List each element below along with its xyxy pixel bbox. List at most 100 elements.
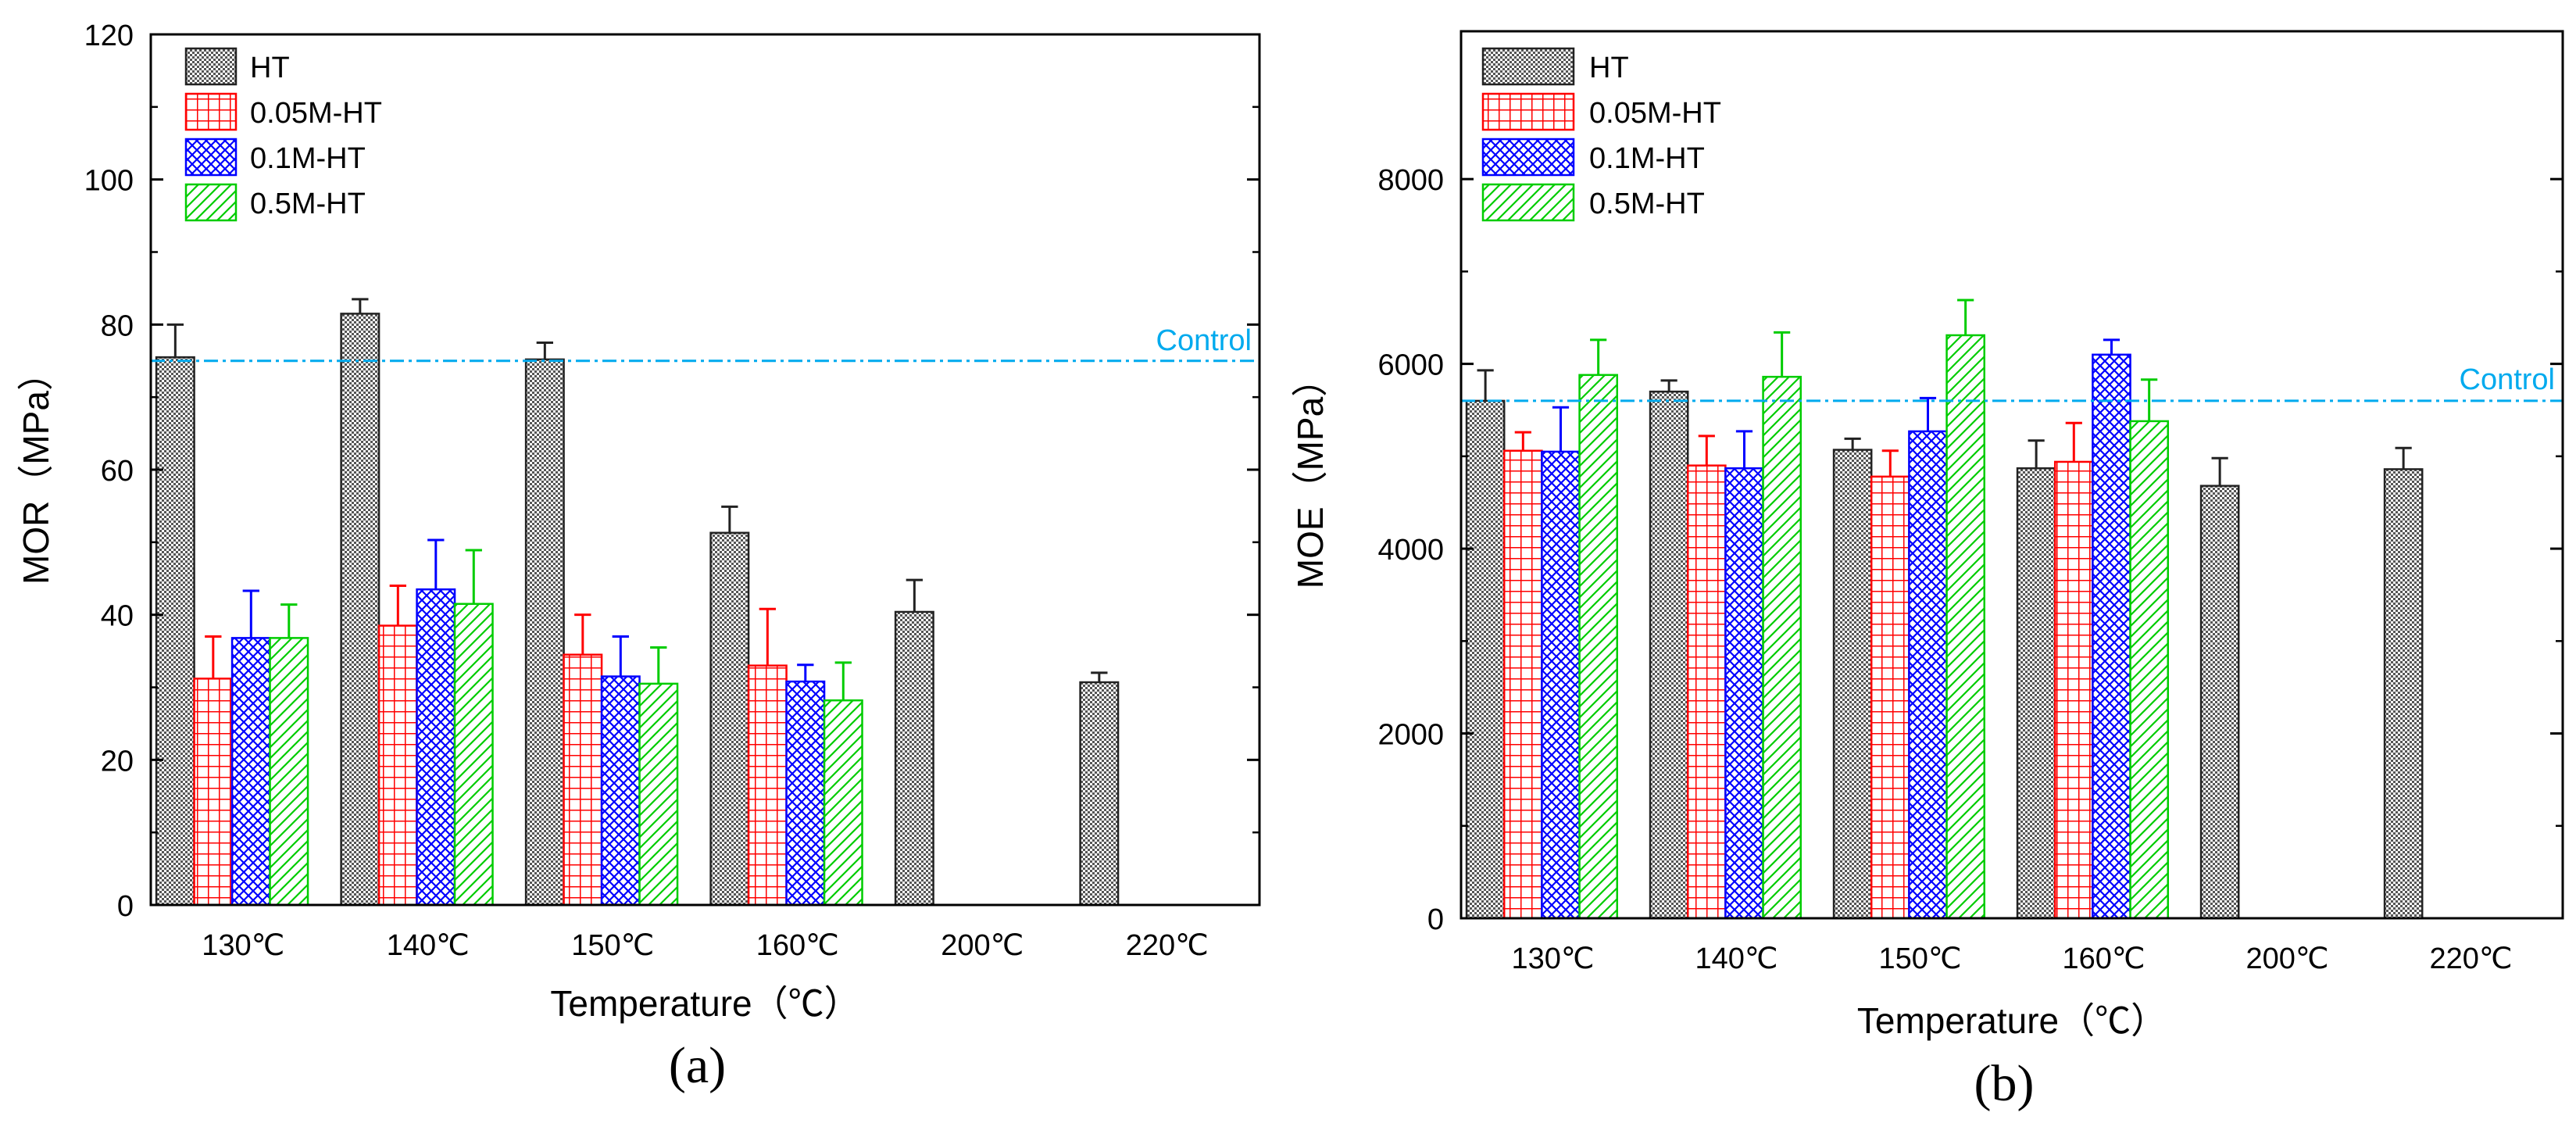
panel-a-control-label: Control — [1156, 324, 1252, 357]
panel-b-x-axis-label: Temperature（℃） — [1857, 1000, 2167, 1041]
error-bar-05m-1 — [465, 549, 482, 604]
panel-a-legend-swatch-05m — [184, 183, 238, 222]
panel-a-legend-label-ht: HT — [250, 52, 290, 84]
error-bar-ht-5 — [2395, 446, 2412, 470]
error-bar-01m-2 — [1919, 396, 1937, 431]
error-bar-ht-3 — [721, 505, 738, 533]
bar-ht-0 — [1465, 399, 1506, 920]
error-bar-05m-2 — [1957, 299, 1974, 335]
panel-b-legend-swatch-01m — [1481, 138, 1575, 177]
error-bar-ht-0 — [1477, 369, 1494, 401]
panel-a-bars — [155, 313, 1120, 907]
error-bar-005m-1 — [389, 585, 406, 626]
panel-a-legend-swatch-01m — [184, 138, 238, 177]
bar-005m-1 — [1686, 464, 1727, 920]
bar-01m-1 — [1724, 467, 1764, 920]
bar-005m-2 — [1870, 475, 1910, 920]
bar-01m-3 — [2092, 353, 2131, 920]
error-bar-ht-2 — [536, 342, 554, 359]
error-bar-05m-1 — [1774, 331, 1791, 377]
panel-a-legend-label-01m: 0.1M-HT — [250, 142, 366, 175]
panel-a-caption: (a) — [669, 1037, 726, 1094]
bar-ht-3 — [709, 531, 750, 907]
bar-ht-2 — [524, 358, 565, 907]
y-tick-label-2: 40 — [101, 600, 134, 633]
error-bar-01m-1 — [427, 538, 445, 590]
bar-ht-3 — [2016, 467, 2056, 920]
bar-01m-1 — [416, 588, 456, 907]
panel-a-legend-swatch-ht — [184, 47, 238, 86]
x-tick-label-3: 160℃ — [2062, 942, 2145, 975]
bar-01m-0 — [1541, 450, 1581, 920]
panel-a-legend: HT 0.05M-HT 0.1M-HT 0.5M-HT — [184, 47, 382, 222]
panel-b-legend: HT 0.05M-HT 0.1M-HT 0.5M-HT — [1481, 47, 1721, 222]
bar-05m-3 — [823, 699, 863, 907]
panel-b-legend-label-ht: HT — [1589, 52, 1629, 84]
error-bar-ht-4 — [906, 578, 924, 612]
error-bar-ht-3 — [2028, 439, 2045, 469]
panel-b-control-label: Control — [2460, 363, 2556, 396]
bar-005m-0 — [1502, 449, 1543, 920]
error-bar-ht-1 — [1660, 379, 1677, 392]
error-bar-ht-4 — [2211, 456, 2228, 486]
x-tick-label-1: 140℃ — [1695, 942, 1777, 975]
error-bar-ht-5 — [1091, 671, 1108, 683]
panel-a-error-bars — [166, 298, 1108, 701]
error-bar-05m-3 — [2141, 378, 2158, 421]
error-bar-05m-3 — [834, 661, 852, 701]
panel-b-y-axis-label: MOE（MPa） — [1290, 361, 1331, 588]
bar-005m-1 — [377, 624, 418, 907]
error-bar-05m-0 — [1590, 338, 1607, 375]
x-tick-label-0: 130℃ — [202, 929, 284, 962]
error-bar-005m-0 — [1514, 431, 1531, 451]
panel-b-legend-label-005m: 0.05M-HT — [1589, 97, 1721, 130]
y-tick-label-5: 100 — [84, 165, 134, 198]
x-tick-label-3: 160℃ — [756, 929, 839, 962]
y-tick-label-0: 0 — [117, 890, 134, 923]
bar-005m-3 — [747, 664, 788, 907]
x-tick-label-5: 220℃ — [1126, 929, 1209, 962]
y-tick-label-1: 20 — [101, 745, 134, 778]
bar-05m-1 — [453, 603, 494, 907]
x-tick-label-4: 200℃ — [2246, 942, 2328, 975]
error-bar-005m-3 — [2065, 421, 2082, 462]
bar-01m-2 — [1908, 430, 1948, 920]
panel-b-legend-label-05m: 0.5M-HT — [1589, 188, 1705, 220]
panel-b-legend-swatch-05m — [1481, 183, 1575, 222]
bar-ht-1 — [1649, 390, 1689, 920]
panel-b-plot-frame — [1459, 30, 2564, 920]
bar-ht-5 — [1079, 681, 1120, 907]
y-tick-label-3: 6000 — [1377, 349, 1444, 382]
panel-b-legend-label-01m: 0.1M-HT — [1589, 142, 1705, 175]
error-bar-005m-1 — [1698, 435, 1715, 466]
y-tick-label-4: 8000 — [1377, 164, 1444, 197]
bar-05m-3 — [2129, 420, 2169, 920]
error-bar-005m-2 — [574, 613, 591, 655]
error-bar-05m-0 — [280, 603, 298, 638]
bar-05m-0 — [1578, 374, 1618, 920]
panel-a-legend-label-05m: 0.5M-HT — [250, 188, 366, 220]
x-tick-label-1: 140℃ — [387, 929, 470, 962]
x-tick-label-4: 200℃ — [941, 929, 1024, 962]
panel-a-legend-swatch-005m — [184, 92, 238, 131]
x-tick-label-2: 150℃ — [1878, 942, 1961, 975]
error-bar-01m-0 — [242, 589, 259, 638]
panel-a-y-axis-label: MOR（MPa） — [16, 355, 56, 585]
panel-a-x-axis-label: Temperature（℃） — [550, 983, 859, 1024]
panel-b-legend-swatch-005m — [1481, 92, 1575, 131]
bar-ht-5 — [2383, 468, 2424, 920]
error-bar-ht-2 — [1844, 437, 1861, 450]
y-tick-label-4: 80 — [101, 309, 134, 342]
bar-01m-0 — [230, 637, 271, 907]
bar-005m-3 — [2053, 460, 2094, 920]
bar-01m-2 — [600, 675, 641, 907]
bar-005m-2 — [563, 653, 603, 907]
panel-b-y-axis: 0 2000 4000 6000 8000 — [1377, 164, 2563, 936]
y-tick-label-2: 4000 — [1377, 534, 1444, 567]
bar-01m-3 — [785, 680, 826, 907]
panel-a-mor-chart: Control 0 20 40 60 80 100 120 130℃ 140℃ 150℃ 160℃… — [16, 20, 1261, 1094]
panel-b-error-bars — [1477, 299, 2412, 486]
panel-b-x-axis: 130℃ 140℃ 150℃ 160℃ 200℃ 220℃ — [1511, 942, 2512, 975]
y-tick-label-0: 0 — [1427, 903, 1444, 936]
